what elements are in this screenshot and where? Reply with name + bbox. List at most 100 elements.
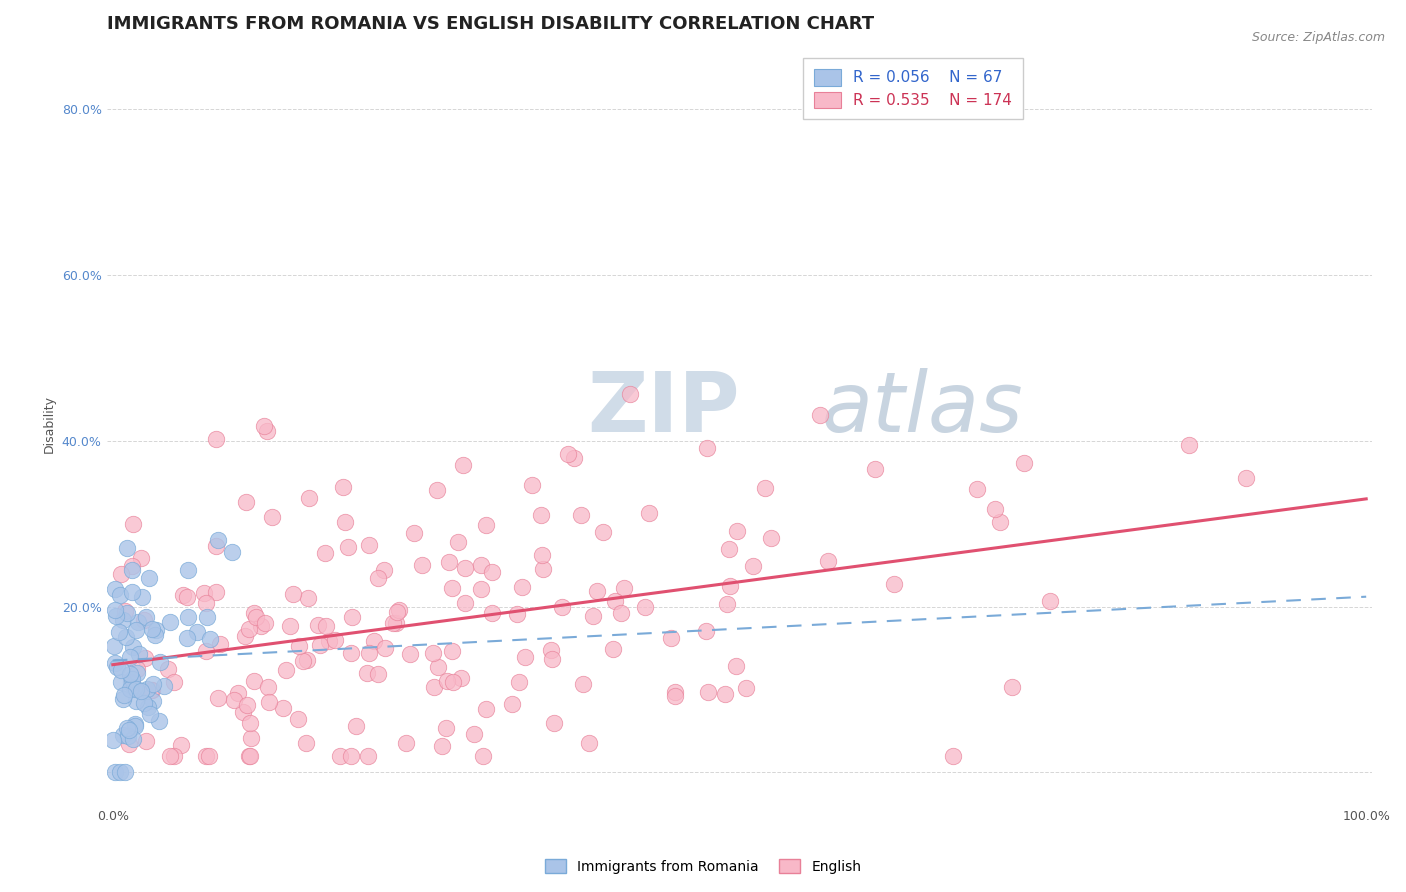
Point [105,660,128,674]
Point [170,738,193,752]
Point [209,637,232,651]
Point [117,541,139,555]
Point [454,596,477,610]
Point [243,674,266,689]
Point [725,524,748,539]
Point [470,558,492,572]
Point [515,649,537,664]
Text: atlas: atlas [821,368,1024,450]
Point [236,698,259,713]
Point [239,731,262,746]
Point [125,666,148,681]
Point [550,600,572,615]
Point [436,673,458,688]
Point [253,419,276,434]
Point [111,728,134,742]
Point [388,603,411,617]
Point [195,596,218,610]
Point [114,765,136,780]
Point [441,675,464,690]
Point [510,581,533,595]
Point [363,633,385,648]
Point [129,683,152,698]
Point [288,639,311,653]
Point [118,667,141,681]
Point [637,506,659,520]
Point [481,607,503,621]
Point [613,581,636,595]
Point [118,723,141,737]
Point [238,622,260,636]
Point [103,639,125,653]
Point [197,748,219,763]
Point [984,501,1007,516]
Point [124,717,146,731]
Point [586,584,609,599]
Point [592,524,614,539]
Point [104,609,127,624]
Text: Source: ZipAtlas.com: Source: ZipAtlas.com [1251,31,1385,45]
Point [318,633,340,648]
Point [359,646,381,660]
Point [759,531,782,545]
Point [808,408,831,422]
Point [238,748,260,763]
Point [205,539,228,553]
Point [307,618,329,632]
Point [207,691,229,706]
Point [817,554,839,568]
Point [605,594,627,608]
Point [110,663,132,677]
Point [125,623,148,637]
Point [120,674,142,689]
Point [520,477,543,491]
Point [257,681,280,695]
Point [344,719,367,733]
Point [103,603,125,617]
Point [942,748,965,763]
Point [966,482,988,496]
Point [177,610,200,624]
Point [121,559,143,574]
Point [195,609,218,624]
Point [337,540,360,554]
Point [139,706,162,721]
Point [472,748,495,763]
Point [340,609,363,624]
Point [104,582,127,597]
Point [481,565,503,579]
Point [450,671,472,685]
Point [122,681,145,695]
Point [148,714,170,728]
Point [399,647,422,661]
Point [110,674,132,689]
Point [135,734,157,748]
Point [506,607,529,621]
Point [131,591,153,605]
Point [385,615,408,630]
Point [111,691,134,706]
Point [463,726,485,740]
Point [323,633,346,648]
Point [540,643,562,657]
Point [176,590,198,604]
Point [226,686,249,700]
Point [578,736,600,750]
Point [569,508,592,523]
Point [531,561,554,575]
Point [742,558,765,573]
Legend: Immigrants from Romania, English: Immigrants from Romania, English [538,852,868,880]
Point [291,654,314,668]
Point [440,582,463,596]
Point [1178,438,1201,452]
Point [110,765,132,780]
Point [110,567,132,582]
Point [250,619,273,633]
Point [163,675,186,690]
Point [121,672,143,686]
Point [340,748,363,763]
Point [177,563,200,577]
Point [332,480,354,494]
Point [256,424,278,438]
Point [543,716,565,731]
